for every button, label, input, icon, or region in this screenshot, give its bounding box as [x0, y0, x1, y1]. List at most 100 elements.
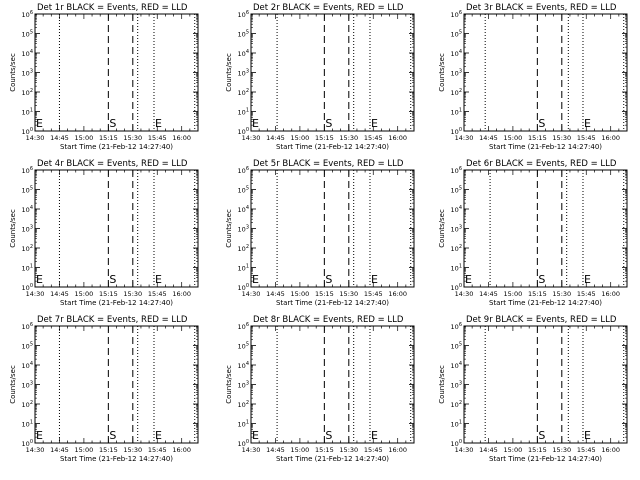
x-tick-label: 14:30 — [242, 134, 261, 142]
y-tick-label: 103 — [238, 69, 249, 78]
x-tick-label: 16:00 — [388, 290, 407, 298]
y-tick-label: 103 — [238, 381, 249, 390]
x-tick-label: 15:00 — [75, 290, 94, 298]
x-tick-label: 14:30 — [26, 446, 45, 454]
y-tick-label: 103 — [451, 69, 462, 78]
y-axis-label: Counts/sec — [438, 365, 446, 404]
x-tick-label: 15:00 — [504, 134, 523, 142]
x-tick-label: 14:30 — [455, 446, 474, 454]
x-tick-label: 15:15 — [99, 290, 118, 298]
x-tick-label: 16:00 — [601, 446, 620, 454]
event-marker-label: S — [538, 429, 545, 442]
event-marker-label: E — [371, 117, 378, 130]
x-tick-label: 16:00 — [172, 290, 191, 298]
x-tick-label: 15:15 — [315, 134, 334, 142]
y-tick-label: 103 — [22, 225, 33, 234]
y-tick-label: 104 — [451, 49, 462, 58]
event-marker-label: S — [325, 117, 332, 130]
x-tick-label: 15:30 — [339, 290, 358, 298]
x-tick-label: 15:15 — [528, 134, 547, 142]
x-tick-label: 15:00 — [75, 134, 94, 142]
plot-frame — [250, 13, 415, 132]
y-axis-label: Counts/sec — [9, 209, 17, 248]
y-tick-label: 101 — [238, 264, 249, 273]
y-tick-label: 102 — [22, 244, 33, 253]
y-tick-label: 105 — [451, 186, 462, 195]
y-tick-label: 106 — [238, 322, 249, 331]
y-tick-label: 106 — [451, 322, 462, 331]
y-tick-label: 104 — [451, 205, 462, 214]
y-tick-label: 100 — [238, 127, 249, 136]
plot-frame — [250, 325, 415, 444]
x-tick-label: 14:30 — [242, 446, 261, 454]
y-tick-label: 104 — [451, 361, 462, 370]
x-tick-label: 15:30 — [123, 446, 142, 454]
x-tick-label: 15:15 — [315, 446, 334, 454]
detector-panel: Det 5r BLACK = Events, RED = LLD 100 101 10… — [225, 159, 415, 307]
y-tick-label: 106 — [22, 166, 33, 175]
detector-panel: Det 1r BLACK = Events, RED = LLD 100 101 10… — [9, 3, 199, 151]
event-marker-label: E — [155, 429, 162, 442]
y-axis-label: Counts/sec — [225, 365, 233, 404]
x-tick-label: 16:00 — [388, 446, 407, 454]
y-tick-label: 102 — [238, 400, 249, 409]
y-tick-label: 104 — [22, 205, 33, 214]
x-tick-label: 14:45 — [479, 134, 498, 142]
y-tick-label: 106 — [22, 10, 33, 19]
event-marker-label: S — [109, 273, 116, 286]
panel-title: Det 3r BLACK = Events, RED = LLD — [466, 3, 617, 13]
y-tick-label: 100 — [22, 439, 33, 448]
y-tick-label: 100 — [451, 283, 462, 292]
y-tick-label: 103 — [238, 225, 249, 234]
y-tick-label: 104 — [238, 49, 249, 58]
plot-frame — [463, 325, 628, 444]
detector-panel: Det 8r BLACK = Events, RED = LLD 100 101 10… — [225, 315, 415, 463]
x-tick-label: 15:00 — [504, 290, 523, 298]
panel-title: Det 5r BLACK = Events, RED = LLD — [253, 159, 404, 169]
y-tick-label: 105 — [22, 30, 33, 39]
detector-panel: Det 9r BLACK = Events, RED = LLD 100 101 10… — [438, 315, 628, 463]
x-axis-label: Start Time (21-Feb-12 14:27:40) — [489, 299, 602, 307]
x-tick-label: 14:45 — [50, 290, 69, 298]
y-axis-label: Counts/sec — [438, 53, 446, 92]
y-axis-label: Counts/sec — [9, 53, 17, 92]
event-marker-label: E — [252, 429, 259, 442]
y-tick-label: 102 — [238, 88, 249, 97]
x-tick-label: 15:15 — [99, 134, 118, 142]
x-tick-label: 15:15 — [528, 290, 547, 298]
x-tick-label: 15:45 — [148, 134, 167, 142]
panel-title: Det 4r BLACK = Events, RED = LLD — [37, 159, 188, 169]
x-tick-label: 15:45 — [148, 290, 167, 298]
y-tick-label: 100 — [451, 127, 462, 136]
plot-frame — [463, 13, 628, 132]
y-tick-label: 106 — [451, 166, 462, 175]
y-tick-label: 102 — [451, 400, 462, 409]
event-marker-label: E — [36, 429, 43, 442]
y-axis-label: Counts/sec — [225, 53, 233, 92]
x-tick-label: 16:00 — [388, 134, 407, 142]
x-tick-label: 15:45 — [577, 446, 596, 454]
y-tick-label: 101 — [238, 108, 249, 117]
x-tick-label: 16:00 — [601, 290, 620, 298]
y-tick-label: 102 — [451, 244, 462, 253]
x-axis-label: Start Time (21-Feb-12 14:27:40) — [276, 455, 389, 463]
y-tick-label: 100 — [238, 283, 249, 292]
y-tick-label: 105 — [22, 342, 33, 351]
y-tick-label: 106 — [22, 322, 33, 331]
x-tick-label: 14:30 — [26, 134, 45, 142]
plot-frame — [250, 169, 415, 288]
x-tick-label: 15:15 — [315, 290, 334, 298]
y-axis-label: Counts/sec — [9, 365, 17, 404]
panel-title: Det 9r BLACK = Events, RED = LLD — [466, 315, 617, 325]
y-tick-label: 105 — [238, 342, 249, 351]
y-tick-label: 106 — [238, 166, 249, 175]
y-tick-label: 101 — [451, 264, 462, 273]
x-tick-label: 16:00 — [601, 134, 620, 142]
panel-title: Det 6r BLACK = Events, RED = LLD — [466, 159, 617, 169]
y-tick-label: 104 — [22, 49, 33, 58]
y-tick-label: 101 — [22, 108, 33, 117]
y-tick-label: 101 — [238, 420, 249, 429]
event-marker-label: E — [36, 117, 43, 130]
panel-title: Det 2r BLACK = Events, RED = LLD — [253, 3, 404, 13]
y-tick-label: 105 — [238, 30, 249, 39]
